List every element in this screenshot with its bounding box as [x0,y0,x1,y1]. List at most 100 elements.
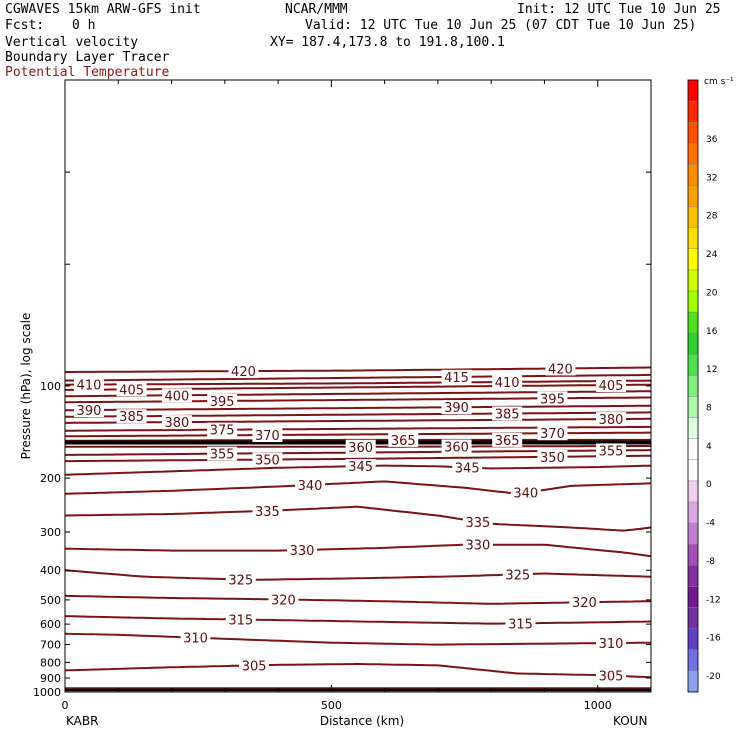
y-tick-label: 600 [40,618,61,631]
ground-band [65,687,651,692]
contour-label-400: 400 [164,389,189,404]
contour-label-390: 390 [444,401,469,416]
contour-label-bg [161,388,192,403]
contour-label-bg [388,432,419,447]
y-tick-label: 400 [40,564,61,577]
contour-315 [64,615,652,625]
contour-label-bg [116,382,147,397]
contour-label-365: 365 [495,434,520,449]
contour-label-310: 310 [599,637,624,652]
contour-label-bg [492,374,523,389]
colorbar-swatch [687,480,699,503]
contour-305 [64,663,652,679]
colorbar-label: 8 [706,404,712,414]
contour-label-bg [287,542,318,557]
contour-label-370: 370 [540,427,565,442]
contour-label-bg [161,415,192,430]
contour-label-bg [180,630,211,645]
contour-label-bg [441,400,472,415]
contour-label-335: 335 [255,505,280,520]
contour-label-330: 330 [465,539,490,554]
colorbar-swatch [687,248,699,271]
colorbar-swatch [687,607,699,629]
contour-label-bg [228,364,259,379]
colorbar-swatch [687,375,699,397]
model-title: CGWAVES 15km ARW-GFS init [5,2,201,17]
y-tick-label: 200 [40,472,61,485]
field-boundary-layer-tracer: Boundary Layer Tracer [5,50,170,65]
contour-label-bg [569,595,600,610]
contour-label-bg [207,393,238,408]
colorbar-swatch [687,522,699,545]
valid-time: Valid: 12 UTC Tue 10 Jun 25 (07 CDT Tue … [305,18,697,33]
colorbar-label: 36 [706,135,718,145]
contour-label-340: 340 [513,487,538,502]
colorbar-swatch [687,649,699,672]
init-time: Init: 12 UTC Tue 10 Jun 25 [517,2,721,17]
contour-label-380: 380 [164,416,189,431]
contour-label-365: 365 [391,434,416,449]
colorbar-label: 24 [706,250,718,260]
contour-label-bg [225,612,256,627]
colorbar-swatch [687,459,699,482]
contour-label-bg [502,567,533,582]
contour-410 [65,379,651,386]
colorbar-swatch [687,438,699,461]
contour-label-bg [239,658,270,673]
contour-label-bg [596,443,627,458]
contour-335 [65,505,652,532]
contour-label-bg [225,572,256,587]
x-axis: 0 500 1000 [62,80,652,712]
contour-label-bg [116,409,147,424]
colorbar-swatch [687,79,699,102]
contour-label-315: 315 [508,617,533,632]
contour-label-370: 370 [255,429,280,444]
contour-label-bg [462,537,493,552]
y-tick-label: 1000 [33,686,61,699]
colorbar-label: 0 [706,480,712,490]
contour-label-bg [345,459,376,474]
colorbar-swatch [687,396,699,418]
colorbar-swatch [687,290,699,313]
colorbar-swatch [687,565,699,587]
org-label: NCAR/MMM [285,2,348,17]
colorbar-label: -4 [706,519,715,529]
contour-label-bg [345,439,376,454]
contour-label-305: 305 [242,659,267,674]
colorbar-label: 32 [706,173,717,183]
contour-label-310: 310 [183,632,208,647]
x-tick-label: 0 [62,699,69,712]
contour-label-345: 345 [348,460,373,475]
contour-label-bg [510,485,541,500]
contour-label-bg [596,378,627,393]
colorbar-unit: cm s⁻¹ [704,77,734,87]
contour-label-bg [596,668,627,683]
colorbar-swatch [687,586,699,608]
contour-label-405: 405 [119,383,144,398]
contour-label-bg [252,428,283,443]
contour-label-350: 350 [540,451,565,466]
colorbar-label: 12 [706,365,717,375]
contour-label-410: 410 [77,379,102,394]
y-tick-label: 500 [40,594,61,607]
contour-label-bg [441,439,472,454]
colorbar-label: 4 [706,442,712,452]
y-tick-label: 300 [40,526,61,539]
colorbar-swatch [687,227,699,250]
colorbar-swatch [687,333,699,355]
contour-label-bg [207,422,238,437]
x-tick-label: 1000 [584,699,612,712]
contour-label-360: 360 [348,441,373,456]
colorbar-label: -16 [706,634,721,644]
colorbar-swatch [687,206,699,228]
colorbar-swatch [687,628,699,650]
contour-label-405: 405 [599,379,624,394]
contour-label-bg [73,377,104,392]
contour-320 [64,594,651,605]
y-tick-label: 800 [40,656,61,669]
xy-coordinates: XY= 187.4,173.8 to 191.8,100.1 [270,35,505,50]
colorbar-swatch [687,311,699,334]
contour-label-bg [596,412,627,427]
left-station-label: KABR [66,714,98,728]
